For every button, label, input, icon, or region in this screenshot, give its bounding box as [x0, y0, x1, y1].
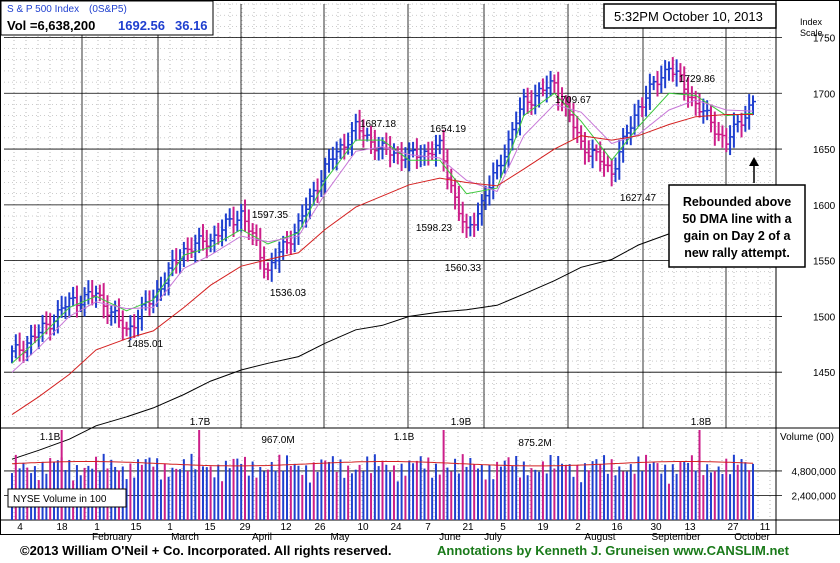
price-bars — [11, 57, 756, 364]
price-annotation: 1560.33 — [445, 263, 482, 274]
volume-annotation: 1.1B — [40, 432, 61, 443]
price-tick-label: 1600 — [813, 201, 836, 212]
x-axis-label: October — [734, 532, 770, 543]
price-annotation: 1627.47 — [620, 193, 657, 204]
volume-scale-label: Volume (00) — [780, 432, 834, 443]
price-annotation: 1687.18 — [360, 119, 397, 130]
price-annotation: 1536.03 — [270, 288, 307, 299]
x-axis-label: 21 — [462, 522, 474, 533]
x-axis-label: June — [439, 532, 461, 543]
x-axis-label: 4 — [17, 522, 23, 533]
scale-label-scale: Scale — [800, 28, 823, 38]
x-axis-label: 5 — [500, 522, 506, 533]
x-axis-label: 16 — [611, 522, 623, 533]
annotation-credit: Annotations by Kenneth J. Gruneisen www.… — [437, 543, 789, 558]
volume-average-line — [11, 461, 754, 467]
price-change: 36.16 — [175, 18, 208, 33]
price-annotation: 1729.86 — [679, 74, 716, 85]
rebound-annotation: Rebounded above 50 DMA line with a gain … — [668, 157, 806, 268]
index-symbol: (0S&P5) — [89, 4, 127, 15]
timestamp-box — [603, 3, 777, 29]
annotation-line-3: gain on Day 2 of a — [684, 229, 792, 243]
volume-readout: Vol =6,638,200 — [7, 18, 95, 33]
price-tick-label: 1750 — [813, 33, 836, 44]
price-tick-label: 1450 — [813, 368, 836, 379]
volume-legend: NYSE Volume in 100 — [13, 494, 107, 505]
header-box — [0, 0, 214, 36]
x-axis-label: 29 — [239, 522, 251, 533]
x-axis-label: 15 — [204, 522, 216, 533]
x-axis-label: 19 — [537, 522, 549, 533]
price-tick-label: 1650 — [813, 145, 836, 156]
volume-annotation: 875.2M — [518, 438, 551, 449]
price-annotation: 1654.19 — [430, 124, 467, 135]
grid-layer: 1450 1500 1550 1600 1650 1700 1750 2,400,000 4,8… — [0, 0, 840, 535]
x-axis-label: 27 — [727, 522, 739, 533]
x-axis-label: August — [584, 532, 615, 543]
x-axis-label: 1 — [94, 522, 100, 533]
volume-tick-label: 2,400,000 — [792, 491, 837, 502]
price-annotation: 1598.23 — [416, 223, 453, 234]
x-axis-label: March — [171, 532, 199, 543]
price-annotation: 1597.35 — [252, 210, 289, 221]
x-axis-label: 12 — [280, 522, 292, 533]
x-axis-label: 24 — [390, 522, 402, 533]
x-axis-label: 2 — [575, 522, 581, 533]
x-axis-label: February — [92, 532, 132, 543]
x-axis-label: May — [331, 532, 350, 543]
x-axis-label: 26 — [314, 522, 326, 533]
volume-legend-box — [7, 488, 127, 508]
volume-annotation: 967.0M — [261, 435, 294, 446]
annotation-line-1: Rebounded above — [683, 195, 791, 209]
volume-annotation: 1.9B — [451, 417, 472, 428]
price-tick-label: 1700 — [813, 89, 836, 100]
x-axis-label: April — [252, 532, 272, 543]
price-tick-label: 1550 — [813, 257, 836, 268]
x-axis-label: 1 — [167, 522, 173, 533]
volume-annotation: 1.7B — [190, 417, 211, 428]
last-price: 1692.56 — [118, 18, 165, 33]
x-axis-label: 11 — [760, 522, 771, 533]
volume-tick-label: 4,800,000 — [792, 467, 837, 478]
price-tick-label: 1500 — [813, 312, 836, 323]
annotation-arrow-head — [749, 157, 759, 166]
volume-annotation: 1.1B — [394, 432, 415, 443]
ma-200-line — [11, 211, 754, 460]
x-axis-label: 13 — [684, 522, 696, 533]
volume-annotation: 1.8B — [691, 417, 712, 428]
price-annotation: 1709.67 — [555, 95, 592, 106]
annotation-line-4: new rally attempt. — [684, 246, 790, 260]
ma-50-line — [11, 114, 753, 416]
x-axis-label: 30 — [650, 522, 662, 533]
x-axis-label: July — [484, 532, 502, 543]
timestamp: 5:32PM October 10, 2013 — [614, 9, 763, 24]
copyright-notice: ©2013 William O'Neil + Co. Incorporated.… — [20, 543, 392, 558]
annotation-line-2: 50 DMA line with a — [682, 212, 792, 226]
x-axis-label: 15 — [130, 522, 142, 533]
moving-average-lines — [11, 92, 754, 460]
x-axis-label: 10 — [357, 522, 369, 533]
x-axis-label: 7 — [425, 522, 431, 533]
scale-label-index: Index — [800, 17, 823, 27]
index-name: S & P 500 Index — [7, 4, 79, 15]
x-axis-label: September — [652, 532, 702, 543]
price-annotation: 1485.01 — [127, 339, 164, 350]
x-axis-label: 18 — [56, 522, 68, 533]
